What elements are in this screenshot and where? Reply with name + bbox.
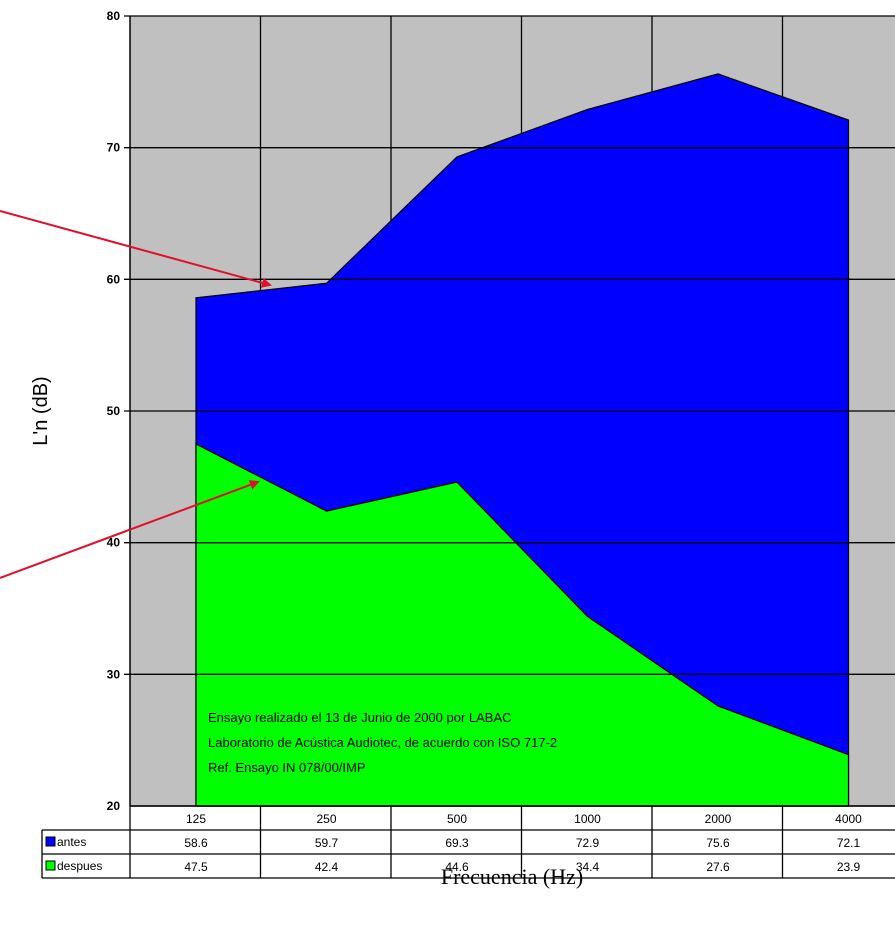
x-tick-label: 2000 [705,812,732,826]
legend-swatch-despues [45,860,56,871]
data-label-antes: 58.6 [184,836,208,850]
x-tick-label: 125 [186,812,206,826]
data-label-despues: 42.4 [315,860,339,874]
test-note-line-3: Ref. Ensayo IN 078/00/IMP [208,760,366,775]
y-tick-labels: 20 30 40 50 60 70 80 [107,9,121,813]
y-tick-label: 60 [107,272,121,286]
legend-swatch-antes [45,836,56,847]
test-note-line-1: Ensayo realizado el 13 de Junio de 2000 … [208,710,512,725]
data-label-antes: 72.1 [837,836,861,850]
data-label-despues: 23.9 [837,860,861,874]
data-label-antes: 69.3 [445,836,469,850]
x-tick-label: 250 [316,812,336,826]
x-tick-label: 500 [447,812,467,826]
x-axis-label: Frecuencia (Hz) [441,864,583,889]
x-tick-label: 4000 [835,812,862,826]
horizontal-gridlines [124,15,895,675]
area-despues [195,442,850,807]
data-label-despues: 27.6 [706,860,730,874]
y-tick-label: 80 [107,9,121,23]
data-label-antes: 59.7 [315,836,339,850]
data-table: 125 250 500 1000 2000 4000 antes 58.6 59.7 69.3 72… [41,805,895,879]
y-tick-label: 30 [107,667,121,681]
y-tick-label: 20 [107,799,121,813]
data-label-despues: 34.4 [576,860,600,874]
data-label-despues: 44.6 [445,860,469,874]
y-tick-label: 70 [107,141,121,155]
data-label-despues: 47.5 [184,860,208,874]
legend-label-antes: antes [57,835,86,849]
y-tick-label: 50 [107,404,121,418]
y-axis-label: L'n (dB) [30,376,52,445]
data-label-antes: 75.6 [706,836,730,850]
legend-label-despues: despues [57,859,102,873]
x-tick-label: 1000 [574,812,601,826]
data-label-antes: 72.9 [576,836,600,850]
arrow-to-despues-series [0,480,260,579]
test-note-line-2: Laboratorio de Acústica Audiotec, de acu… [208,735,557,750]
area-series [195,73,850,807]
arrow-to-antes-series [0,210,272,288]
y-tick-label: 40 [107,536,121,550]
